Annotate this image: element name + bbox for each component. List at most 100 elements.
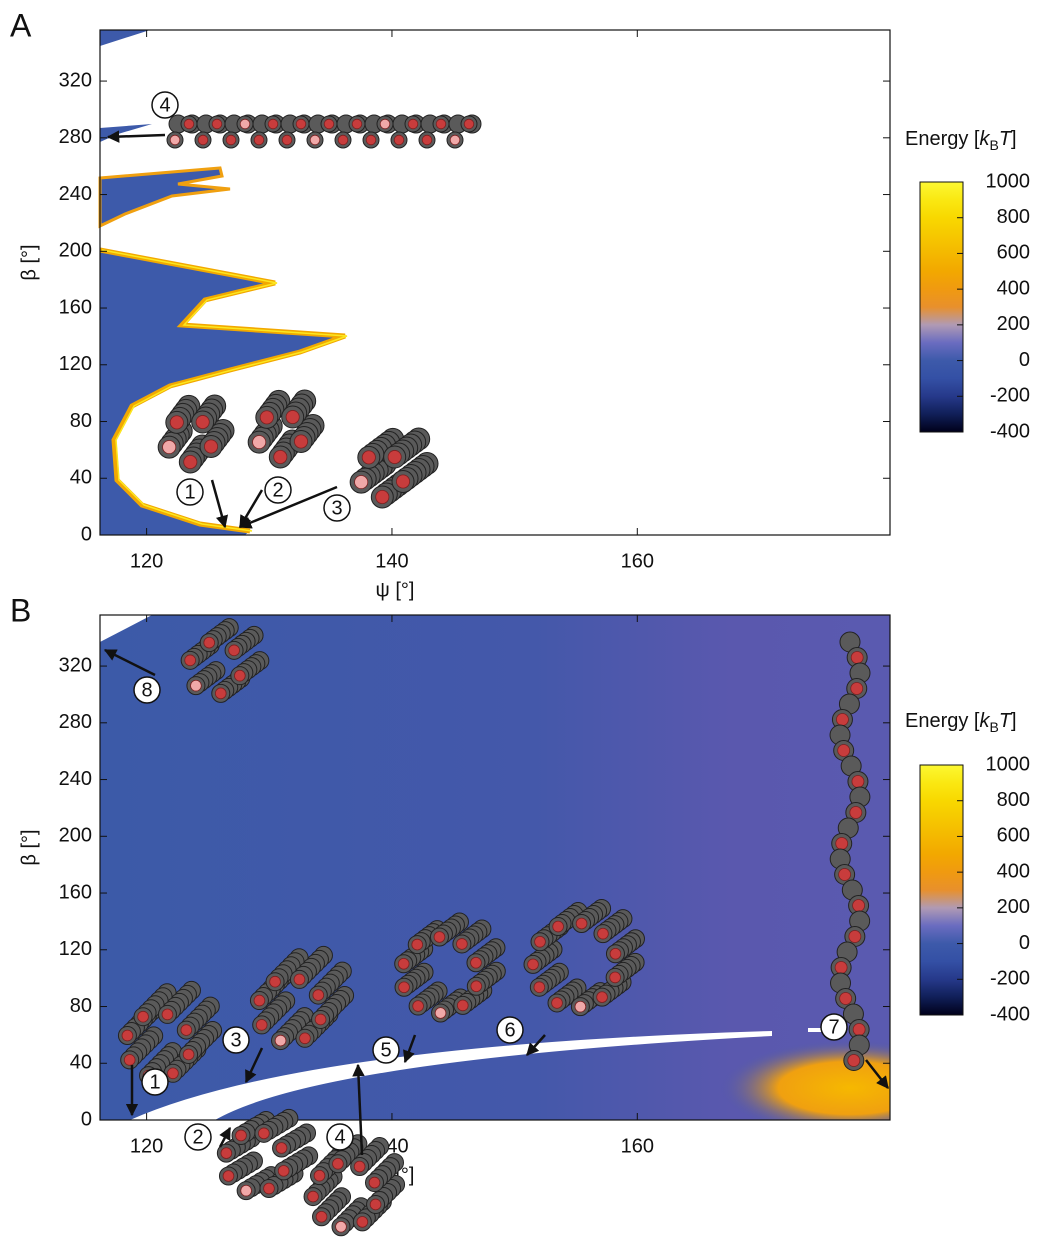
panel-label: A xyxy=(10,7,32,43)
tube-core xyxy=(361,450,376,465)
tube-core xyxy=(323,118,335,130)
colorbar-tick-label: -200 xyxy=(990,385,1030,407)
y-tick-label: 80 xyxy=(70,995,92,1017)
tube-core xyxy=(204,439,219,454)
tube-core xyxy=(470,956,482,969)
tube-core xyxy=(365,134,377,146)
tube-core xyxy=(161,1008,174,1021)
colorbar-title-part: ] xyxy=(1011,710,1017,732)
tube-core xyxy=(398,981,410,994)
y-tick-label: 280 xyxy=(59,126,92,148)
tube-core xyxy=(609,947,622,960)
annotation-label: 1 xyxy=(184,481,195,503)
tube-core xyxy=(847,1054,861,1067)
tube-core xyxy=(275,1142,288,1154)
colorbar-tick-label: 400 xyxy=(997,860,1030,882)
tube-core xyxy=(315,1210,328,1223)
annotation-circle xyxy=(264,476,292,504)
tube-core xyxy=(183,118,195,130)
x-tick-label: 160 xyxy=(621,550,654,572)
tube-core xyxy=(356,1216,369,1228)
tube-core xyxy=(850,682,864,695)
tube-core xyxy=(274,1034,287,1047)
annotation-circle xyxy=(133,676,161,704)
tube-core xyxy=(313,1169,326,1182)
tube-core xyxy=(197,134,209,146)
annotation-circle xyxy=(184,1123,212,1151)
colorbar-tick-label: 800 xyxy=(997,789,1030,811)
tube-core xyxy=(379,118,391,130)
tube-core xyxy=(839,992,853,1005)
annotation-label: 3 xyxy=(230,1029,241,1051)
annotation-label: 4 xyxy=(159,94,170,116)
tube-core xyxy=(294,434,309,449)
annotation-circle xyxy=(141,1068,169,1096)
tube-core xyxy=(449,134,461,146)
tube-core xyxy=(332,1157,344,1170)
plot-frame xyxy=(99,29,891,536)
colorbar-tick-label: 1000 xyxy=(986,753,1031,775)
annotation-label: 8 xyxy=(141,679,152,701)
annotation-label: 4 xyxy=(334,1126,345,1148)
colorbar-tick-label: 600 xyxy=(997,242,1030,264)
tube-core xyxy=(182,1048,195,1061)
x-axis-label: ψ [°] xyxy=(376,579,415,601)
colorbar-tick-label: 1000 xyxy=(986,170,1031,192)
tube-core xyxy=(838,868,852,881)
y-tick-label: 40 xyxy=(70,1052,92,1074)
tube-core xyxy=(180,1024,193,1036)
y-tick-label: 160 xyxy=(59,296,92,318)
tube-core xyxy=(575,917,588,930)
tube-core xyxy=(533,981,546,993)
y-tick-label: 320 xyxy=(59,654,92,676)
tube-core xyxy=(848,930,862,943)
tube-core xyxy=(169,134,181,146)
tube-core xyxy=(167,1067,179,1080)
colorbar-tick-label: 400 xyxy=(997,277,1030,299)
y-tick-label: 320 xyxy=(59,69,92,91)
tube-core xyxy=(463,118,475,130)
tube-core xyxy=(351,118,363,130)
tube-core xyxy=(195,415,210,430)
tube-core xyxy=(421,134,433,146)
annotation-label: 3 xyxy=(331,497,342,519)
colorbar-title-part: T xyxy=(999,128,1013,150)
colorbar-tick-label: -400 xyxy=(990,1003,1030,1025)
annotation-label: 6 xyxy=(504,1019,515,1041)
colorbar-title-part: B xyxy=(989,137,998,153)
arrow xyxy=(106,130,166,143)
tube-core xyxy=(596,991,608,1003)
tube-core xyxy=(375,489,390,504)
tube-core xyxy=(307,1190,319,1203)
tube-core xyxy=(849,806,863,819)
tube-core xyxy=(228,644,240,657)
tube-core xyxy=(852,899,865,912)
tube-core xyxy=(397,957,410,970)
annotation-label: 7 xyxy=(828,1016,839,1038)
tube-core xyxy=(368,1176,381,1189)
arrow xyxy=(352,1063,365,1156)
annotation-label: 1 xyxy=(149,1071,160,1093)
tube-core xyxy=(456,999,469,1012)
tube-core xyxy=(527,958,539,971)
tube-core xyxy=(222,1170,235,1182)
arrow xyxy=(403,1034,417,1064)
y-tick-label: 200 xyxy=(59,240,92,262)
tube-core xyxy=(552,920,564,933)
tube-core xyxy=(434,1007,447,1019)
tube-core xyxy=(123,1054,136,1066)
y-tick-label: 240 xyxy=(59,183,92,205)
colorbar-title: Energy [kBT] xyxy=(905,710,1017,734)
colorbar-title-part: ] xyxy=(1011,128,1017,150)
annotation-circle xyxy=(222,1026,250,1054)
colorbar-title-part: k xyxy=(979,128,990,150)
tube-core xyxy=(597,927,609,940)
colorbar-tick-label: -200 xyxy=(990,968,1030,990)
annotation-circle xyxy=(326,1123,354,1151)
colorbar-tick-label: 200 xyxy=(997,896,1030,918)
tube-core xyxy=(353,1160,366,1173)
annotation-circle xyxy=(176,478,204,506)
tube-core xyxy=(258,1127,270,1140)
colorbar-tick-label: 0 xyxy=(1019,932,1030,954)
heatmap-a xyxy=(98,30,348,535)
